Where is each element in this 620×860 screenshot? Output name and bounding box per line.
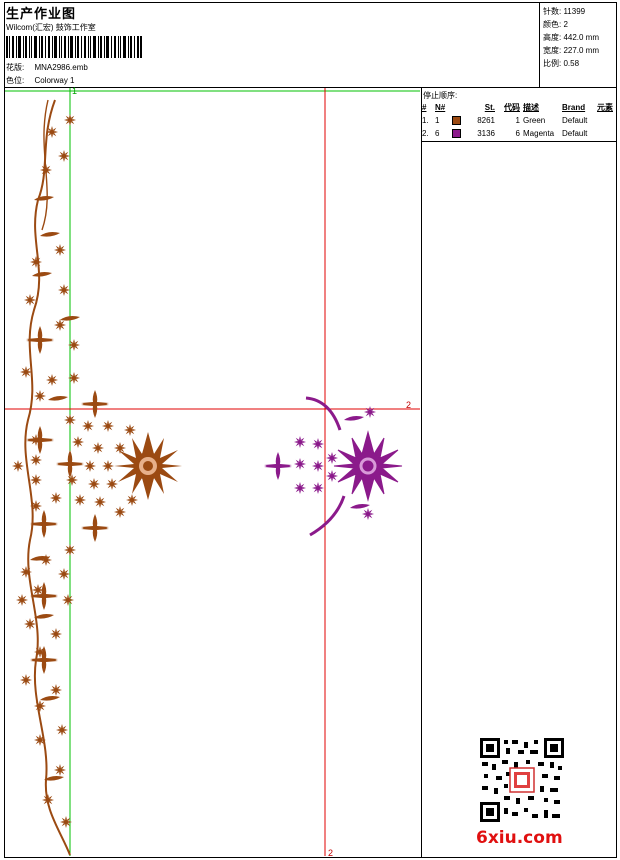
thread-code: 6 [515, 129, 520, 138]
thread-description: Magenta [523, 129, 555, 138]
watermark-site: 6xiu.com [476, 828, 563, 848]
thread-table-divider [421, 141, 617, 142]
guide-label-right: 2 [406, 400, 412, 410]
stitch-count: 针数: 11399 [543, 7, 586, 16]
embroidery-vine-brown [12, 99, 138, 856]
thread-index: 1. [422, 116, 429, 125]
design-file-name: MNA2986.emb [34, 63, 88, 72]
design-scale: 比例: 0.58 [543, 59, 580, 68]
embroidery-motif-magenta [264, 396, 403, 537]
thread-row: 2. 6 3136 6 Magenta Default [422, 127, 616, 140]
thread-brand: Default [562, 116, 588, 125]
page-title: 生产作业图 [6, 6, 77, 21]
thread-description: Green [523, 116, 546, 125]
col-description: 描述 [523, 102, 539, 112]
thread-index: 2. [422, 129, 429, 138]
thread-row: 1. 1 8261 1 Green Default [422, 114, 616, 127]
guide-label-green: 1 [72, 86, 78, 96]
colorway-row: 色位: Colorway 1 [6, 75, 74, 86]
colorway-name: Colorway 1 [34, 76, 75, 85]
thread-color-swatch [452, 129, 461, 139]
thread-swatch-cell [452, 127, 471, 140]
barcode [6, 36, 142, 58]
thread-color-swatch [452, 116, 461, 126]
design-file-row: 花版: MNA2986.emb [6, 62, 88, 73]
col-needle: N# [435, 102, 446, 112]
col-element: 元素 [597, 102, 613, 112]
color-count: 颜色: 2 [543, 20, 568, 29]
thread-needle: 6 [435, 129, 440, 138]
col-index: # [422, 102, 427, 112]
design-label: 花版: [6, 63, 25, 72]
thread-brand: Default [562, 129, 588, 138]
design-width: 宽度: 227.0 mm [543, 46, 600, 55]
thread-swatch-cell [452, 114, 471, 127]
guide-label-bottom: 2 [328, 848, 334, 858]
col-brand: Brand [562, 102, 586, 112]
col-code: 代码 [504, 102, 520, 112]
colorway-label: 色位: [6, 76, 25, 85]
thread-table: # N# St. 代码 描述 Brand 元素 1. 1 8261 1 Gree… [422, 101, 616, 140]
thread-stitches: 8261 [477, 116, 495, 125]
qr-code [480, 738, 564, 822]
embroidery-flower-brown [114, 432, 182, 500]
thread-stitches: 3136 [477, 129, 495, 138]
design-height: 高度: 442.0 mm [543, 33, 600, 42]
thread-needle: 1 [435, 116, 440, 125]
stop-sequence-title: 停止顺序: [423, 91, 458, 100]
thread-table-header: # N# St. 代码 描述 Brand 元素 [422, 101, 616, 114]
company-name: Wilcom(汇宏) 鼓饰工作室 [6, 23, 96, 32]
col-stitches: St. [484, 102, 495, 112]
thread-code: 1 [515, 116, 520, 125]
side-panel-frame [421, 87, 617, 858]
